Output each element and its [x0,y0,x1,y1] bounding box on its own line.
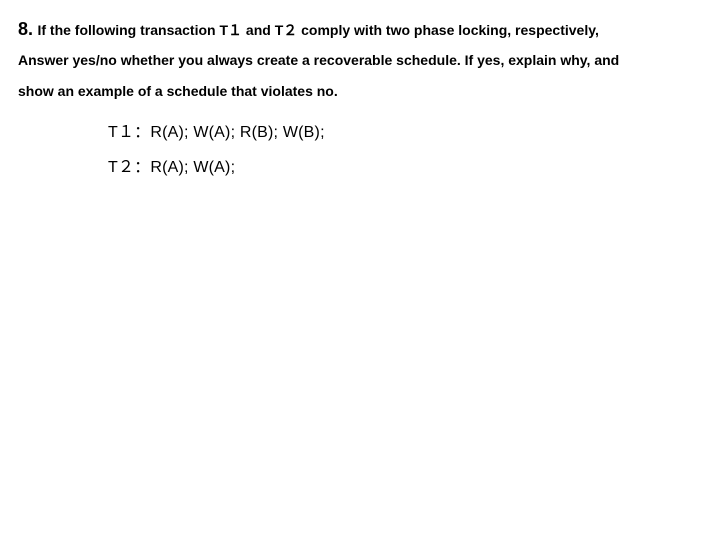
transaction-ops-1: R(A); W(A); R(B); W(B); [150,124,324,141]
transaction-label-1: T１： [108,124,150,141]
transaction-row: T１：R(A); W(A); R(B); W(B); [108,115,702,150]
question-line-2: Answer yes/no whether you always create … [18,52,619,68]
transaction-ops-2: R(A); W(A); [150,159,235,176]
transaction-row: T２：R(A); W(A); [108,150,702,185]
question-block: 8. If the following transaction T１ and T… [18,12,702,107]
question-line-3: show an example of a schedule that viola… [18,83,338,99]
question-number: 8. [18,19,33,39]
question-line-1: If the following transaction T１ and T２ c… [37,22,598,38]
transaction-label-2: T２： [108,159,150,176]
transaction-definitions: T１：R(A); W(A); R(B); W(B); T２：R(A); W(A)… [108,115,702,185]
